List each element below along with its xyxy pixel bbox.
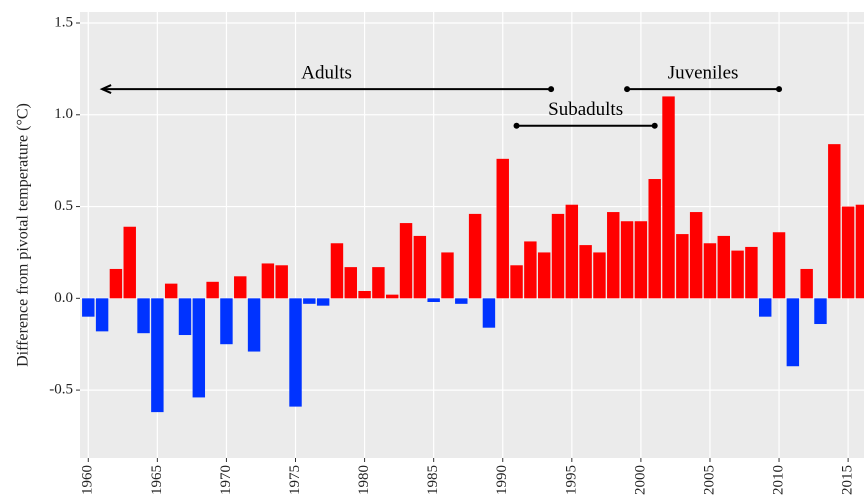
x-tick-label: 1995 <box>563 465 579 495</box>
y-tick-label: 0.5 <box>54 198 73 214</box>
bar <box>82 298 95 317</box>
bar <box>482 298 496 328</box>
x-tick-label: 2015 <box>840 465 856 495</box>
bar <box>109 268 123 299</box>
bar <box>648 179 661 299</box>
arrow-head <box>99 84 112 95</box>
bar <box>137 298 150 334</box>
bar <box>731 250 744 299</box>
bar <box>289 298 302 407</box>
bar <box>261 263 275 299</box>
y-tick-label: 1.5 <box>54 14 73 30</box>
bar <box>786 298 800 367</box>
bar <box>123 226 136 299</box>
bar <box>164 283 178 299</box>
bar <box>565 204 579 299</box>
x-tick-label: 2000 <box>632 465 648 495</box>
bar <box>800 268 813 299</box>
bar <box>303 298 316 304</box>
bar <box>496 158 509 299</box>
x-tick-label: 2005 <box>701 465 717 495</box>
bar <box>634 221 648 299</box>
bar <box>551 213 565 299</box>
x-tick-label: 1990 <box>494 465 510 495</box>
y-axis-title: Difference from pivotal temperature (°C) <box>15 103 32 367</box>
bar <box>455 298 468 304</box>
end-dot <box>513 122 520 129</box>
end-dot <box>548 86 555 93</box>
bar <box>579 245 592 299</box>
bar <box>358 290 371 299</box>
bar <box>234 276 247 299</box>
annotation-label: Adults <box>301 62 352 83</box>
bar <box>247 298 261 352</box>
end-dot <box>651 122 658 129</box>
bar <box>220 298 233 345</box>
bar <box>330 243 344 299</box>
x-tick-label: 1965 <box>149 465 165 495</box>
bar <box>316 298 330 306</box>
bar <box>151 298 164 413</box>
y-tick-label: 0.0 <box>54 290 73 306</box>
bar <box>689 212 703 299</box>
bar <box>441 252 454 299</box>
bar <box>607 212 620 299</box>
x-tick-label: 1980 <box>356 465 372 495</box>
annotation-label: Juveniles <box>668 62 739 83</box>
bar <box>620 221 634 299</box>
bar <box>662 96 675 299</box>
bar <box>344 267 357 299</box>
bar <box>386 294 399 299</box>
bar <box>427 298 440 302</box>
end-dot <box>624 86 631 93</box>
bar <box>206 281 219 299</box>
bar <box>855 204 864 299</box>
bar <box>178 298 192 336</box>
y-tick-label: -0.5 <box>49 382 73 398</box>
bar <box>468 213 482 299</box>
bar <box>510 265 523 299</box>
bar <box>841 206 855 299</box>
bar <box>772 232 786 299</box>
bar <box>372 267 385 299</box>
bar <box>717 235 730 299</box>
bar <box>745 246 758 299</box>
y-tick-label: 1.0 <box>54 106 73 122</box>
x-tick-label: 1975 <box>287 465 303 495</box>
bar <box>413 235 427 299</box>
end-dot <box>776 86 783 93</box>
bar <box>676 234 689 299</box>
bar <box>192 298 206 398</box>
bar <box>275 265 288 299</box>
bar <box>703 243 717 299</box>
bar <box>759 298 772 317</box>
bar <box>593 252 606 299</box>
bar <box>95 298 109 332</box>
bar <box>814 298 827 325</box>
x-tick-label: 2010 <box>770 465 786 495</box>
x-tick-label: 1960 <box>80 465 96 495</box>
annotation-label: Subadults <box>548 99 623 120</box>
x-tick-label: 1985 <box>425 465 441 495</box>
bar <box>399 223 413 299</box>
bar <box>524 241 537 299</box>
x-tick-label: 1970 <box>218 465 234 495</box>
bar <box>537 252 551 299</box>
bar <box>828 144 841 299</box>
